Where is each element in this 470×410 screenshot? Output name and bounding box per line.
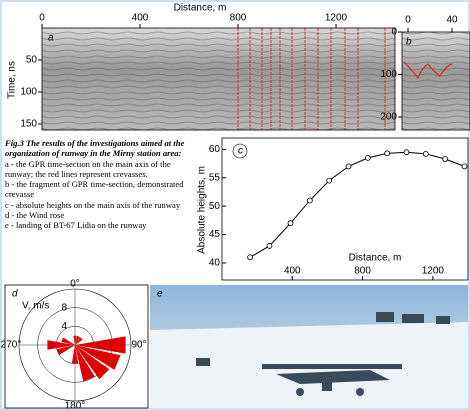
y-axis-title: Time, ns	[7, 61, 18, 99]
gpr-texture	[42, 28, 395, 130]
direction-label: 90°	[131, 340, 146, 351]
direction-label: 0°	[70, 279, 80, 290]
r-tick-label: 4	[61, 321, 67, 332]
rose-bar	[75, 345, 121, 370]
y-tick-label: 150	[20, 119, 37, 130]
height-point	[306, 197, 313, 204]
crevasse-trace	[403, 61, 453, 80]
x-tick-label: 400	[284, 266, 301, 277]
caption-item: d - the Wind rose	[5, 210, 65, 221]
y-tick-label: 40	[209, 258, 221, 269]
y-tick-label: 200	[380, 112, 397, 123]
panel-label: a	[48, 33, 54, 44]
y-tick-label: 100	[20, 87, 37, 98]
rose-bar	[75, 345, 95, 382]
x-axis-title: Distance, m	[174, 3, 227, 14]
x-axis-title: Distance, m	[349, 253, 402, 264]
r-tick-label: 8	[61, 302, 67, 313]
panel-label: c	[238, 146, 243, 157]
height-point	[403, 149, 410, 156]
x-tick-label: 1200	[325, 13, 348, 24]
rose-bar	[47, 340, 75, 350]
panel-label: b	[406, 37, 412, 48]
rose-bar	[75, 335, 80, 345]
crevasse-lines	[237, 28, 386, 130]
rose-bar	[71, 345, 79, 364]
rose-bar	[61, 337, 75, 345]
y-tick-label: 45	[209, 229, 221, 240]
axis-title: V, m/s	[22, 301, 49, 312]
panel-label: e	[157, 289, 163, 300]
x-tick-label: 0	[405, 15, 411, 26]
rose-bar	[56, 345, 75, 355]
rose-bar	[73, 335, 77, 345]
caption-item: b - the fragment of GPR time-section, de…	[5, 179, 184, 200]
y-tick-label: 60	[209, 144, 221, 155]
caption-item: e - landing of BT-67 Lidia on the runway	[5, 220, 147, 231]
airplane	[262, 364, 402, 396]
height-point	[422, 151, 429, 157]
x-tick-label: 400	[132, 13, 149, 24]
x-tick-label: 800	[230, 13, 247, 24]
caption: Fig.3 The results of the investigations …	[5, 138, 200, 231]
rose-bar	[75, 336, 126, 354]
height-point	[461, 163, 468, 170]
height-point	[364, 154, 371, 161]
direction-label: 180°	[65, 401, 86, 410]
rose-bar	[75, 345, 110, 380]
height-point	[442, 156, 449, 162]
caption-item: c - absolute heights on the main axis of…	[5, 199, 181, 210]
y-tick-label: 100	[380, 69, 397, 80]
x-tick-label: 40	[446, 15, 458, 26]
buildings	[196, 312, 450, 366]
direction-label: 270°	[1, 340, 22, 351]
height-point	[266, 243, 273, 249]
x-tick-label: 1200	[422, 266, 445, 277]
height-line	[249, 151, 465, 258]
height-point	[345, 163, 352, 170]
height-point	[247, 254, 254, 261]
label-ring	[232, 143, 248, 159]
x-tick-label: 0	[39, 13, 45, 24]
frames	[4, 27, 470, 409]
height-point	[287, 220, 294, 227]
y-tick-label: 0	[391, 27, 397, 38]
y-tick-label: 55	[209, 172, 221, 183]
caption-title: Fig.3 The results of the investigations …	[5, 138, 185, 159]
height-point	[326, 177, 333, 184]
y-tick-label: 50	[209, 201, 221, 212]
height-point	[384, 150, 391, 157]
panel-label: d	[12, 289, 18, 300]
rose-bar	[75, 337, 83, 345]
gpr-fragment-texture	[402, 32, 470, 130]
x-tick-label: 800	[354, 266, 371, 277]
y-tick-label: 50	[26, 55, 38, 66]
y-axis-title: Absolute heights, m	[197, 166, 208, 254]
caption-item: a - the GPR time-section on the main axi…	[5, 158, 171, 179]
